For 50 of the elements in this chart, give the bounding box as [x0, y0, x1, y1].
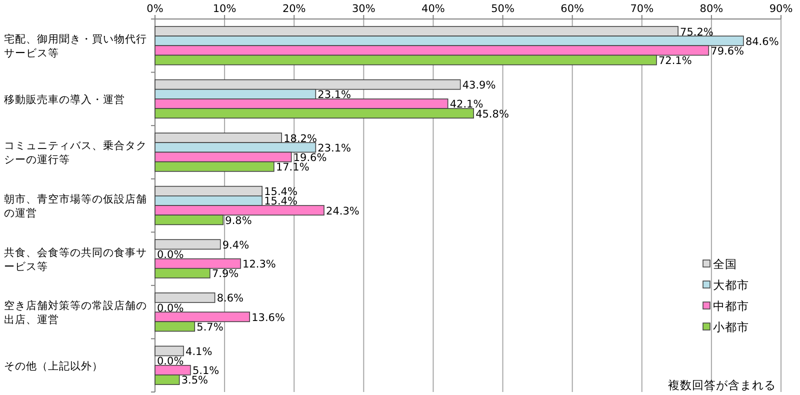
data-label: 0.0%: [157, 248, 184, 261]
data-label: 15.4%: [264, 196, 298, 208]
data-label: 5.7%: [196, 321, 224, 334]
legend-label: 全国: [713, 257, 737, 271]
data-label: 13.6%: [252, 312, 285, 324]
annotation: 複数回答が含まれる: [668, 378, 776, 392]
x-tick-label: 90%: [769, 3, 793, 15]
x-tick-label: 40%: [422, 3, 445, 15]
data-label: 9.8%: [225, 214, 252, 227]
y-tick-label: 宅配、御用聞き・買い物代行サービス等: [4, 32, 147, 60]
data-label: 43.9%: [462, 80, 496, 92]
data-label: 0.0%: [157, 356, 184, 368]
y-tick-label: 移動販売車の導入・運営: [4, 92, 125, 106]
y-tick-label: 朝市、青空市場等の仮設店舗の運営: [4, 192, 147, 220]
data-label: 84.6%: [745, 36, 779, 48]
data-label: 23.1%: [318, 142, 352, 154]
bar: [154, 346, 184, 356]
legend-label: 大都市: [713, 278, 749, 292]
data-label: 72.1%: [658, 55, 692, 68]
data-label: 8.6%: [216, 292, 244, 305]
data-label: 12.3%: [242, 258, 276, 271]
data-label: 4.1%: [186, 346, 212, 358]
x-tick-label: 50%: [491, 3, 514, 15]
data-label: 17.1%: [276, 162, 310, 174]
y-tick-label: その他（上記以外）: [4, 359, 103, 372]
data-label: 9.4%: [222, 239, 250, 252]
data-label: 0.0%: [157, 302, 184, 314]
data-label: 42.1%: [450, 98, 484, 111]
data-label: 3.5%: [181, 374, 208, 387]
bar: [154, 239, 221, 250]
y-tick-label: 共食、会食等の共同の食事サービス等: [4, 246, 147, 273]
data-label: 45.8%: [476, 108, 509, 120]
y-tick-label: コミュニティバス、乗合タクシーの運行等: [4, 139, 147, 166]
data-label: 24.3%: [326, 205, 360, 218]
data-label: 7.9%: [212, 268, 239, 280]
x-tick-label: 10%: [212, 3, 236, 15]
data-label: 79.6%: [710, 45, 744, 58]
x-tick-label: 0%: [146, 3, 164, 15]
legend-label: 中都市: [713, 299, 749, 313]
x-tick-label: 60%: [560, 3, 584, 15]
x-tick-label: 30%: [352, 3, 376, 15]
x-tick-label: 70%: [630, 3, 654, 15]
x-tick-label: 80%: [700, 3, 724, 15]
x-tick-label: 20%: [282, 3, 306, 15]
data-label: 23.1%: [318, 89, 352, 102]
legend-label: 小都市: [713, 320, 749, 334]
bar: [154, 292, 216, 303]
data-label: 75.2%: [680, 26, 714, 38]
y-tick-label: 空き店舗対策等の常設店舗の出店、運営: [4, 299, 147, 326]
data-label: 18.2%: [284, 132, 317, 145]
